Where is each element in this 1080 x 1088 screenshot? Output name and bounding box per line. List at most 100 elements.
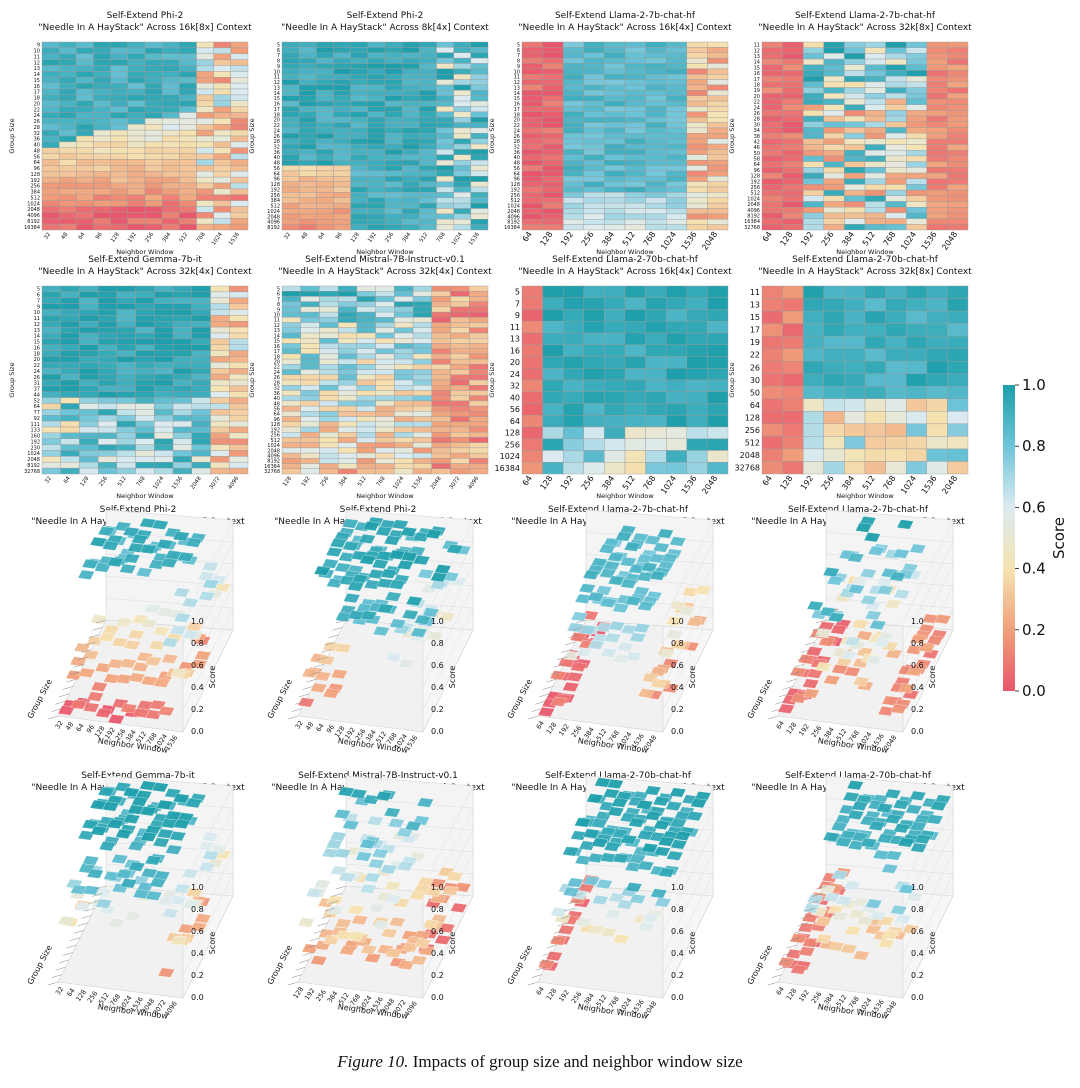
heatmap-cell <box>333 165 351 172</box>
heatmap-cell <box>470 149 489 156</box>
heatmap-cell <box>906 323 928 337</box>
y-tick-mark <box>287 715 299 720</box>
y-tick-mark <box>299 693 310 698</box>
heatmap-cell <box>60 350 80 357</box>
heatmap-cell <box>844 323 866 337</box>
heatmap-cell <box>179 88 197 96</box>
heatmap-cell <box>350 100 369 107</box>
surface-facet <box>149 877 167 888</box>
heatmap-cell <box>844 178 866 185</box>
heatmap-cell <box>135 438 155 445</box>
heatmap-cell <box>864 104 886 111</box>
heatmap-cell <box>926 212 948 219</box>
heatmap-cell <box>319 322 339 328</box>
y-tick-mark <box>95 885 107 890</box>
heatmap-cell <box>76 65 94 72</box>
y-tick-label: 1024 <box>267 209 280 215</box>
y-tick-mark <box>66 944 77 949</box>
heatmap-cell <box>645 79 667 86</box>
heatmap-cell <box>41 373 61 381</box>
heatmap-cell <box>686 285 708 298</box>
heatmap-cell <box>583 438 605 451</box>
heatmap-cell <box>127 82 146 90</box>
heatmap-cell <box>41 362 61 369</box>
heatmap-cell <box>97 438 118 445</box>
x-tick-label: 256 <box>580 474 596 492</box>
surface-facet <box>889 571 907 582</box>
heatmap-cell <box>127 159 146 166</box>
heatmap-cell <box>154 285 174 293</box>
heatmap-cell <box>93 159 111 166</box>
heatmap-cell <box>624 415 646 428</box>
z-tick-label: 0.0 <box>671 727 684 736</box>
x-tick-label: 512 <box>117 476 128 488</box>
y-tick-label: 16384 <box>24 225 40 231</box>
heatmap-cell <box>583 52 605 59</box>
heatmap-cell <box>229 420 249 428</box>
heatmap-cell <box>563 149 585 156</box>
heatmap-cell <box>281 426 301 433</box>
heatmap-cell <box>230 71 249 78</box>
surface-facet <box>641 913 659 924</box>
surface-facet <box>322 688 340 699</box>
heatmap-cell <box>144 77 163 84</box>
surface-facet <box>384 893 402 904</box>
heatmap-cell <box>41 212 60 219</box>
heatmap-cell <box>298 100 317 107</box>
surface-facet <box>201 561 219 572</box>
surface-facet <box>566 622 584 633</box>
y-tick-label: 48 <box>274 161 280 167</box>
heatmap-cell <box>97 315 118 322</box>
heatmap-cell <box>394 405 414 412</box>
heatmap-cell <box>666 122 688 129</box>
heatmap-cell <box>319 306 339 313</box>
heatmap-cell <box>604 285 626 298</box>
heatmap-cell <box>58 94 77 101</box>
surface-facet <box>139 518 157 528</box>
heatmap-cell <box>450 426 470 433</box>
heatmap-cell <box>906 121 928 128</box>
heatmap-cell <box>885 144 907 151</box>
y-tick-mark <box>782 686 793 690</box>
heatmap-cell <box>947 212 969 219</box>
heatmap-cell <box>394 343 414 349</box>
z-tick-label: 0.2 <box>671 971 684 980</box>
heatmap-cell <box>906 201 928 208</box>
heatmap-cell <box>666 149 688 156</box>
heatmap-cell <box>563 344 585 357</box>
surface-facet <box>190 659 208 670</box>
y-tick-label: 13 <box>750 301 760 310</box>
surface-facet <box>604 632 622 643</box>
z-tick-label: 0.4 <box>431 949 444 958</box>
surface-facet <box>894 913 912 924</box>
surface-facet <box>90 825 108 836</box>
heatmap-cell <box>419 197 437 204</box>
heatmap-cell <box>906 184 928 191</box>
heatmap-cell <box>844 127 866 134</box>
z-tick-label: 0.2 <box>431 705 444 714</box>
heatmap-cell <box>469 411 489 417</box>
heatmap-cell <box>229 350 249 357</box>
heatmap-cell <box>337 338 358 344</box>
y-tick-mark <box>73 664 84 668</box>
heatmap-cell <box>375 463 395 469</box>
heatmap-cell <box>469 442 489 449</box>
heatmap-cell <box>401 95 420 102</box>
heatmap-cell <box>686 344 708 357</box>
x-tick-label: 384 <box>840 230 856 248</box>
caption-label: Figure 10. <box>337 1052 409 1071</box>
heatmap-title: Self-Extend Phi-2 <box>347 11 424 21</box>
surface-facet <box>95 898 113 909</box>
heatmap-cell <box>196 159 214 166</box>
heatmap-cell <box>604 68 626 75</box>
x-tick-label: 2048 <box>940 230 959 252</box>
heatmap-cell <box>367 154 386 161</box>
heatmap-cell <box>333 170 351 177</box>
surface-facet <box>670 639 688 650</box>
surface-facet <box>169 625 187 636</box>
heatmap-cell <box>384 224 403 231</box>
heatmap-cell <box>542 186 564 193</box>
heatmap-cell <box>172 397 193 404</box>
y-tick-label: 18 <box>34 96 40 102</box>
heatmap-cell <box>135 385 155 392</box>
